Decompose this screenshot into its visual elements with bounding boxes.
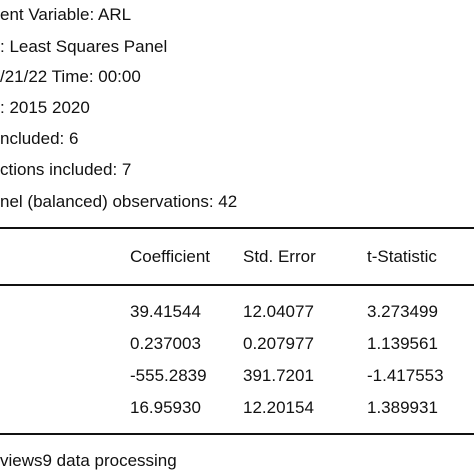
table-bottom-rule [0,433,474,435]
std-error-cell: 391.7201 [243,366,314,385]
coefficient-cell: 0.237003 [130,334,201,353]
header-cross-sections-included: ctions included: 7 [0,160,132,179]
coefficient-cell: -555.2839 [130,366,207,385]
t-statistic-cell: -1.417553 [367,366,444,385]
column-header-coefficient: Coefficient [130,247,211,266]
coefficient-cell: 16.95930 [130,398,201,417]
std-error-cell: 0.207977 [243,334,314,353]
column-header-t-statistic: t-Statistic [367,247,437,266]
header-dependent-variable: ent Variable: ARL [0,5,132,24]
source-note: views9 data processing [0,451,177,470]
header-sample: : 2015 2020 [0,98,90,117]
header-periods-included: ncluded: 6 [0,129,79,148]
std-error-cell: 12.20154 [243,398,314,417]
table-header-rule [0,284,474,286]
table-top-rule [0,227,474,229]
t-statistic-cell: 1.389931 [367,398,438,417]
header-method: : Least Squares Panel [0,37,168,56]
coefficient-cell: 39.41544 [130,302,201,321]
std-error-cell: 12.04077 [243,302,314,321]
header-date-time: /21/22 Time: 00:00 [0,67,141,86]
t-statistic-cell: 1.139561 [367,334,438,353]
header-total-observations: nel (balanced) observations: 42 [0,192,238,211]
t-statistic-cell: 3.273499 [367,302,438,321]
column-header-std-error: Std. Error [243,247,316,266]
